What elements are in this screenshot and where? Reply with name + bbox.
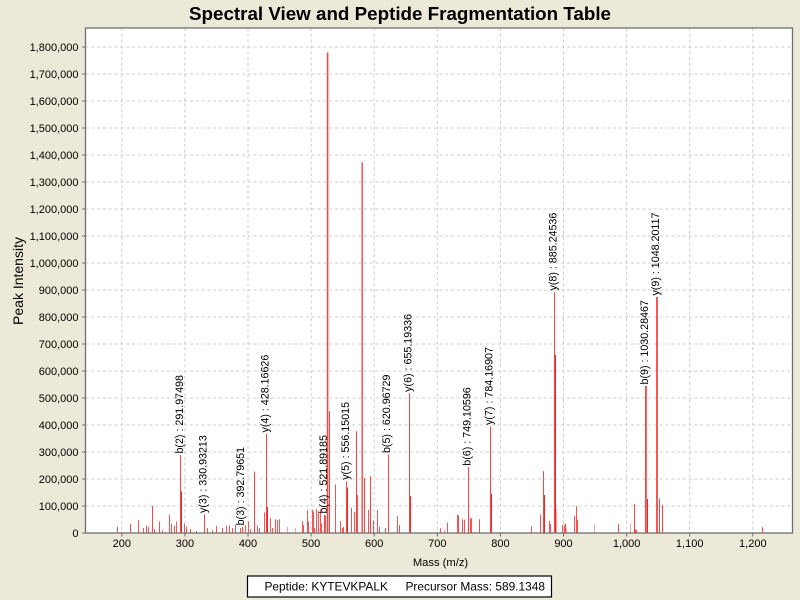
svg-text:1,800,000: 1,800,000 (30, 42, 79, 54)
svg-text:y(4) : 428.16626: y(4) : 428.16626 (259, 355, 271, 433)
svg-text:700,000: 700,000 (39, 339, 79, 351)
svg-text:1,100: 1,100 (676, 538, 704, 550)
svg-text:b(4) : 521.89185: b(4) : 521.89185 (318, 435, 330, 513)
svg-text:y(5) : 556.15015: y(5) : 556.15015 (340, 402, 352, 480)
svg-text:y(6) : 655.19336: y(6) : 655.19336 (403, 314, 415, 392)
svg-text:1,200: 1,200 (739, 538, 767, 550)
svg-text:100,000: 100,000 (39, 501, 79, 513)
svg-text:900: 900 (554, 538, 572, 550)
svg-text:Precursor Mass: 589.1348: Precursor Mass: 589.1348 (406, 580, 546, 594)
svg-text:700: 700 (428, 538, 446, 550)
svg-text:1,700,000: 1,700,000 (30, 69, 79, 81)
svg-text:Mass (m/z): Mass (m/z) (413, 557, 469, 569)
svg-text:300: 300 (176, 538, 194, 550)
svg-text:b(3) : 392.79651: b(3) : 392.79651 (235, 447, 247, 525)
svg-text:1,600,000: 1,600,000 (30, 96, 79, 108)
svg-text:b(6) : 749.10596: b(6) : 749.10596 (462, 387, 474, 465)
svg-text:1,500,000: 1,500,000 (30, 123, 79, 135)
svg-text:Peptide: KYTEVKPALK: Peptide: KYTEVKPALK (265, 580, 388, 594)
svg-text:0: 0 (72, 528, 78, 540)
svg-text:b(9) : 1030.28467: b(9) : 1030.28467 (639, 300, 651, 384)
svg-text:400: 400 (239, 538, 257, 550)
svg-text:800,000: 800,000 (39, 312, 79, 324)
svg-text:1,400,000: 1,400,000 (30, 150, 79, 162)
svg-text:Peak Intensity: Peak Intensity (10, 237, 26, 325)
svg-text:Spectral View and Peptide Frag: Spectral View and Peptide Fragmentation … (189, 3, 611, 24)
svg-text:200,000: 200,000 (39, 474, 79, 486)
svg-text:y(3) : 330.93213: y(3) : 330.93213 (198, 435, 210, 513)
svg-text:500,000: 500,000 (39, 393, 79, 405)
svg-text:800: 800 (491, 538, 509, 550)
svg-text:500: 500 (302, 538, 320, 550)
svg-text:y(8) : 885.24536: y(8) : 885.24536 (548, 213, 560, 291)
svg-text:300,000: 300,000 (39, 447, 79, 459)
svg-text:600: 600 (365, 538, 383, 550)
svg-text:1,000: 1,000 (613, 538, 641, 550)
svg-text:400,000: 400,000 (39, 420, 79, 432)
svg-text:600,000: 600,000 (39, 366, 79, 378)
svg-text:1,200,000: 1,200,000 (30, 204, 79, 216)
svg-text:1,100,000: 1,100,000 (30, 231, 79, 243)
svg-text:1,000,000: 1,000,000 (30, 258, 79, 270)
svg-text:b(5) : 620.96729: b(5) : 620.96729 (381, 375, 393, 453)
svg-text:y(7) : 784.16907: y(7) : 784.16907 (484, 347, 496, 425)
svg-text:1,300,000: 1,300,000 (30, 177, 79, 189)
svg-text:y(9) : 1048.20117: y(9) : 1048.20117 (650, 212, 662, 295)
svg-text:200: 200 (113, 538, 131, 550)
svg-text:900,000: 900,000 (39, 285, 79, 297)
svg-text:b(2) : 291.97498: b(2) : 291.97498 (174, 375, 186, 453)
